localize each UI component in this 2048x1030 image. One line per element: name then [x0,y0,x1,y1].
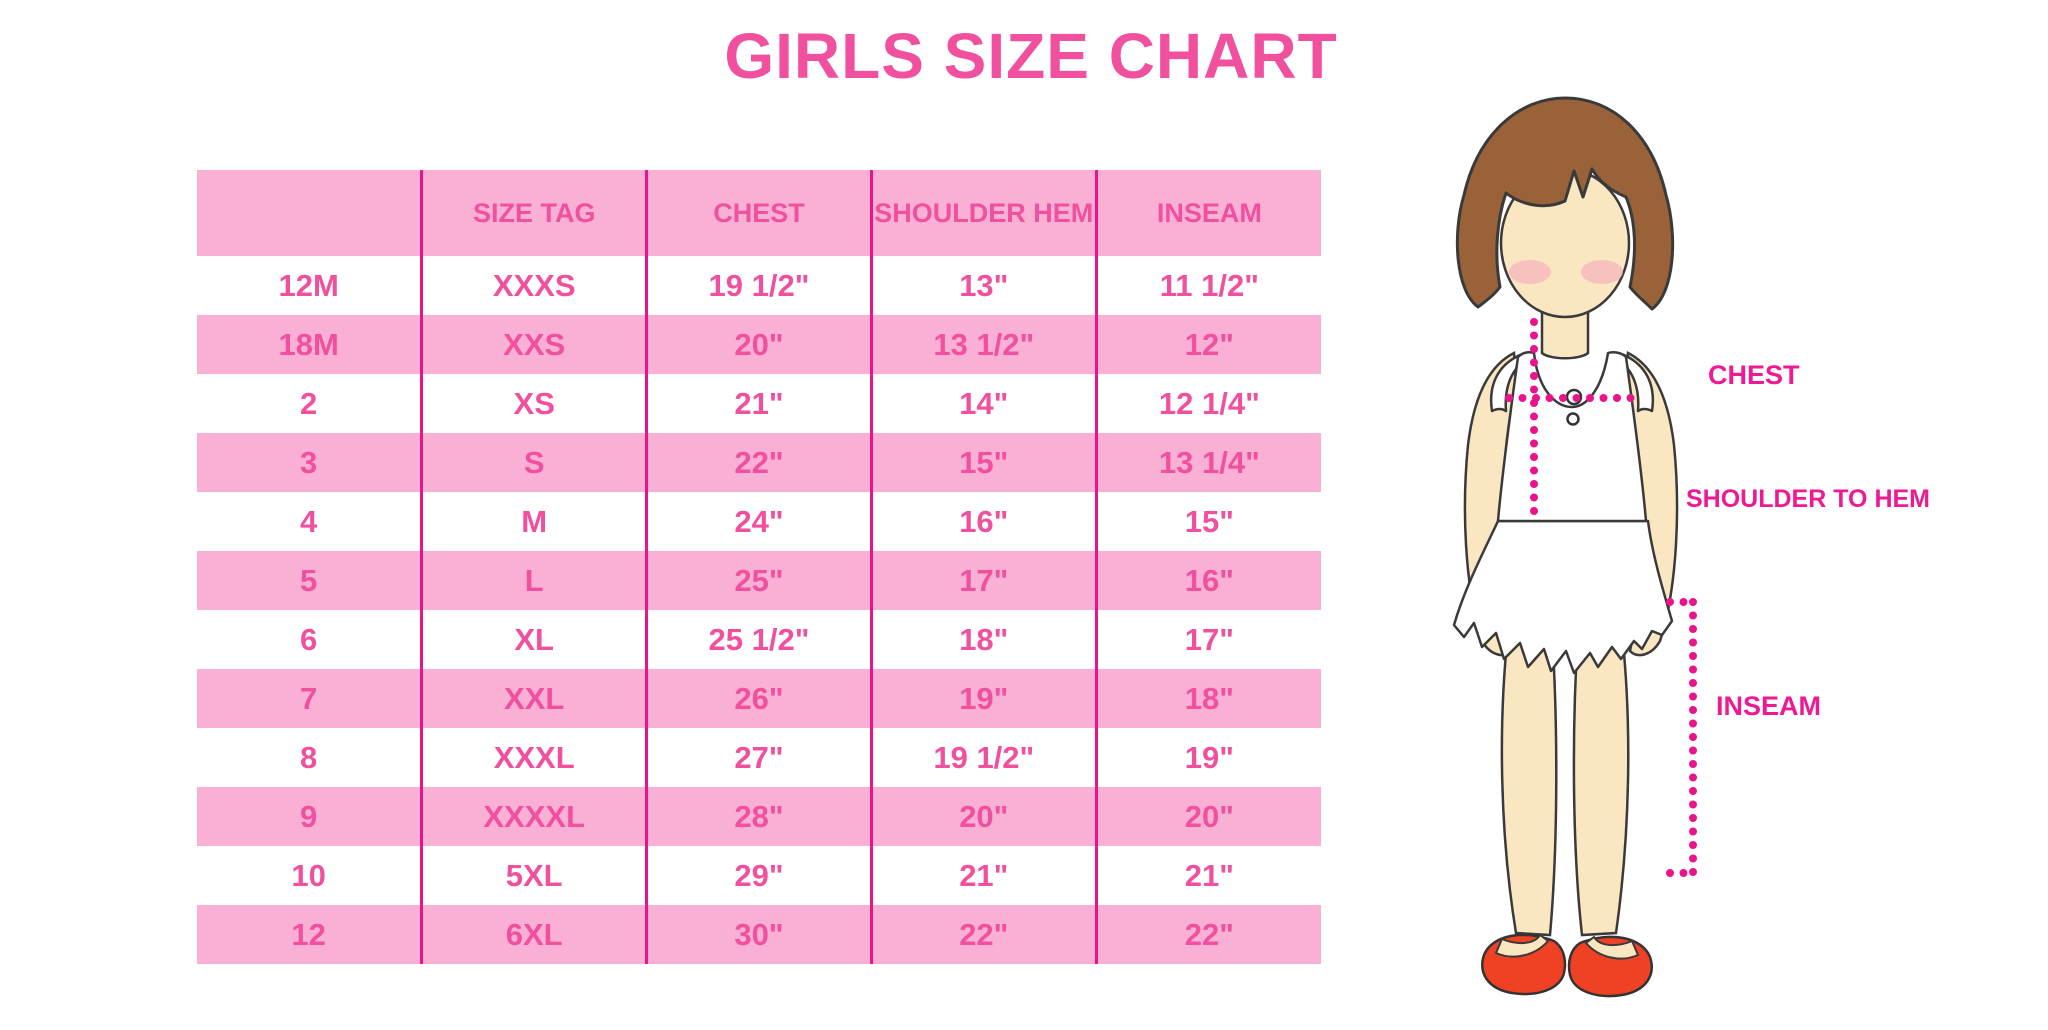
table-row: 3 S 22" 15" 13 1/4" [197,433,1321,492]
table-cell: 25 1/2" [645,610,872,669]
size-table: SIZE TAG CHEST SHOULDER HEM INSEAM 12M XXXS 1… [197,170,1321,964]
table-cell: 4 [197,492,422,551]
table-cell: 12" [1094,315,1321,374]
table-cell: M [420,492,647,551]
table-row: 6 XL 25 1/2" 18" 17" [197,610,1321,669]
table-cell: XXXL [420,728,647,787]
table-row: 9 XXXXL 28" 20" 20" [197,787,1321,846]
table-cell: 28" [645,787,872,846]
left-shoulder-ruffle [1489,353,1522,413]
column-header: SIZE TAG [420,170,647,256]
table-cell: XS [420,374,647,433]
table-cell: 22" [869,905,1097,964]
table-row: 12M XXXS 19 1/2" 13" 11 1/2" [197,256,1321,315]
table-cell: 29" [645,846,872,905]
table-cell: 22" [1094,905,1321,964]
size-table-head: SIZE TAG CHEST SHOULDER HEM INSEAM [197,170,1321,256]
table-cell: 19 1/2" [645,256,872,315]
size-table-body: 12M XXXS 19 1/2" 13" 11 1/2" 18M XXS 20" 13 1/2"… [197,256,1321,964]
table-cell: 20" [869,787,1097,846]
table-row: 10 5XL 29" 21" 21" [197,846,1321,905]
table-cell: 18" [869,610,1097,669]
table-cell: 24" [645,492,872,551]
table-row: 8 XXXL 27" 19 1/2" 19" [197,728,1321,787]
table-cell: S [420,433,647,492]
table-cell: 12 1/4" [1094,374,1321,433]
table-cell: 14" [869,374,1097,433]
table-cell: 7 [197,669,422,728]
table-cell: 26" [645,669,872,728]
table-cell: 5XL [420,846,647,905]
size-table-header-row: SIZE TAG CHEST SHOULDER HEM INSEAM [197,170,1321,256]
table-cell: 19" [1094,728,1321,787]
table-cell: 13 1/2" [869,315,1097,374]
table-row: 18M XXS 20" 13 1/2" 12" [197,315,1321,374]
bodice [1496,350,1648,523]
table-row: 4 M 24" 16" 15" [197,492,1321,551]
table-cell: 25" [645,551,872,610]
table-cell: 16" [869,492,1097,551]
right-leg [1572,631,1630,937]
table-cell: 19" [869,669,1097,728]
table-cell: 21" [869,846,1097,905]
table-cell: 2 [197,374,422,433]
button-bottom [1566,412,1580,426]
left-blush [1509,260,1551,284]
girl-figure-svg [1452,96,1697,998]
table-cell: 13 1/4" [1094,433,1321,492]
table-cell: 15" [1094,492,1321,551]
table-cell: XL [420,610,647,669]
table-cell: 20" [645,315,872,374]
column-header: SHOULDER HEM [869,170,1097,256]
table-cell: 20" [1094,787,1321,846]
table-cell: 18M [197,315,422,374]
table-cell: 9 [197,787,422,846]
table-row: 2 XS 21" 14" 12 1/4" [197,374,1321,433]
table-cell: 17" [1094,610,1321,669]
table-cell: 30" [645,905,872,964]
table-cell: 6 [197,610,422,669]
table-cell: 8 [197,728,422,787]
chest-label: CHEST [1708,360,1800,390]
table-cell: 22" [645,433,872,492]
table-cell: 15" [869,433,1097,492]
table-row: 12 6XL 30" 22" 22" [197,905,1321,964]
right-shoe-instep [1584,935,1640,960]
page-title: GIRLS SIZE CHART [724,20,1338,92]
column-header [197,170,422,256]
table-cell: 3 [197,433,422,492]
column-header: CHEST [645,170,872,256]
table-cell: 16" [1094,551,1321,610]
table-cell: 5 [197,551,422,610]
table-cell: L [420,551,647,610]
table-cell: XXS [420,315,647,374]
table-row: 7 XXL 26" 19" 18" [197,669,1321,728]
table-cell: 21" [645,374,872,433]
table-cell: 19 1/2" [869,728,1097,787]
column-header: INSEAM [1094,170,1321,256]
left-leg [1500,631,1558,937]
table-cell: 17" [869,551,1097,610]
table-cell: XXXS [420,256,647,315]
table-cell: 12M [197,256,422,315]
table-cell: 10 [197,846,422,905]
table-cell: 13" [869,256,1097,315]
inseam-label: INSEAM [1716,691,1822,721]
left-shoe-instep [1494,933,1550,958]
table-cell: 6XL [420,905,647,964]
right-blush [1581,260,1623,284]
hair [1455,96,1675,311]
skirt [1452,519,1674,675]
girl-illustration [1390,85,2048,1025]
table-cell: 21" [1094,846,1321,905]
table-cell: XXL [420,669,647,728]
table-cell: XXXXL [420,787,647,846]
table-cell: 11 1/2" [1094,256,1321,315]
table-cell: 18" [1094,669,1321,728]
table-row: 5 L 25" 17" 16" [197,551,1321,610]
table-cell: 27" [645,728,872,787]
shoulder-to-hem-label: SHOULDER TO HEM [1686,485,1930,513]
right-shoulder-ruffle [1622,353,1655,413]
table-cell: 12 [197,905,422,964]
